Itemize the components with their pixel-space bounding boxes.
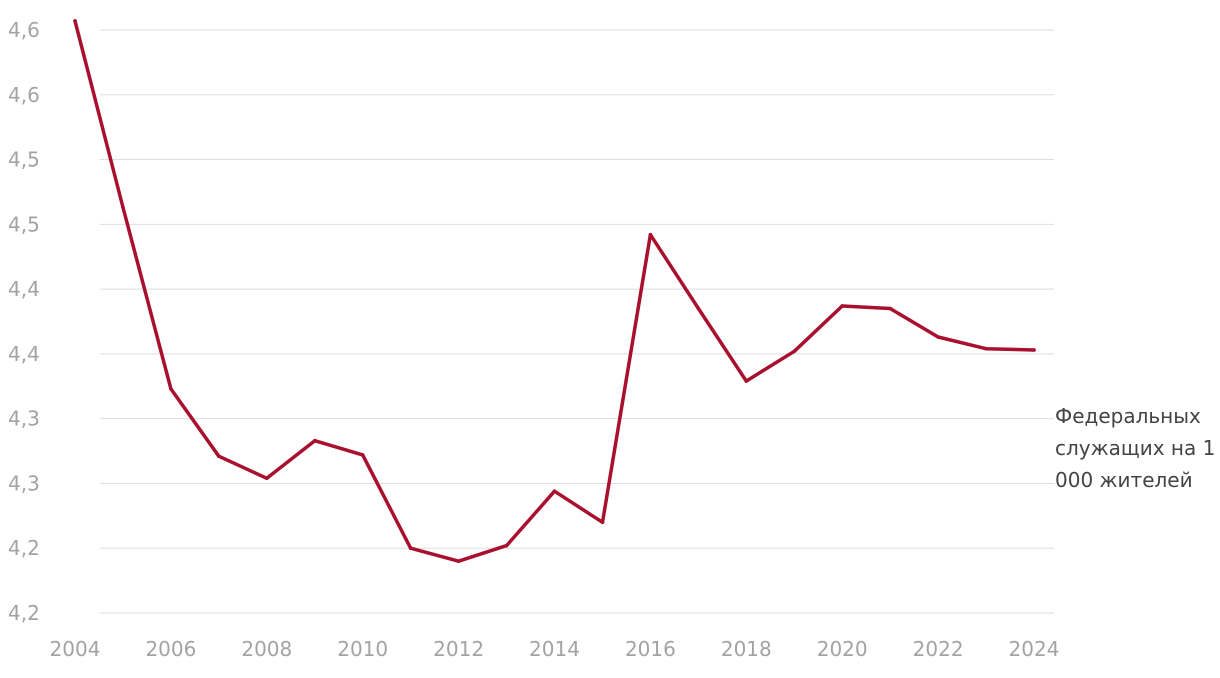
x-tick-label: 2020 (817, 637, 868, 661)
x-tick-label: 2018 (721, 637, 772, 661)
data-point (696, 306, 701, 311)
data-point (600, 520, 605, 525)
y-tick-label: 4,3 (8, 407, 40, 431)
data-point (792, 349, 797, 354)
data-point (360, 453, 365, 457)
data-point (888, 306, 892, 311)
data-point (217, 454, 221, 459)
y-tick-label: 4,6 (8, 18, 40, 42)
x-tick-label: 2010 (337, 637, 388, 661)
y-tick-label: 4,3 (8, 471, 40, 495)
x-tick-label: 2012 (433, 637, 484, 661)
x-axis-ticks: 2004 2006 2008 2010 2012 2014 2016 2018 2020 2022… (50, 637, 1060, 661)
data-point (265, 476, 269, 481)
y-axis-ticks: 4,2 4,2 4,3 4,3 4,4 4,4 4,5 4,5 4,6 4,6 (8, 18, 40, 625)
gridlines (100, 29, 1054, 614)
y-tick-label: 4,4 (8, 342, 40, 366)
y-tick-label: 4,5 (8, 148, 40, 172)
x-tick-label: 2014 (529, 637, 580, 661)
series-label: Федеральных служащих на 1 000 жителей (1055, 404, 1216, 492)
data-point (1032, 348, 1036, 352)
y-tick-label: 4,6 (8, 83, 40, 107)
x-tick-label: 2004 (50, 637, 101, 661)
x-tick-label: 2008 (241, 637, 292, 661)
data-point (840, 304, 844, 308)
y-tick-label: 4,2 (8, 601, 40, 625)
data-point (936, 335, 940, 339)
data-point (744, 379, 749, 383)
x-tick-label: 2022 (913, 637, 964, 661)
y-tick-label: 4,2 (8, 536, 40, 560)
data-point (408, 546, 413, 551)
data-point (648, 232, 653, 237)
data-point (312, 438, 317, 443)
data-point (456, 559, 461, 563)
y-tick-label: 4,4 (8, 277, 40, 301)
data-point (169, 387, 173, 391)
series-line (73, 19, 1036, 563)
series-layer (73, 19, 1036, 563)
data-point (504, 543, 509, 548)
data-point (73, 19, 77, 23)
x-tick-label: 2006 (145, 637, 196, 661)
y-tick-label: 4,5 (8, 212, 40, 236)
data-point (552, 489, 557, 494)
x-tick-label: 2016 (625, 637, 676, 661)
data-point (984, 346, 988, 351)
x-tick-label: 2024 (1009, 637, 1060, 661)
data-point (121, 205, 125, 210)
